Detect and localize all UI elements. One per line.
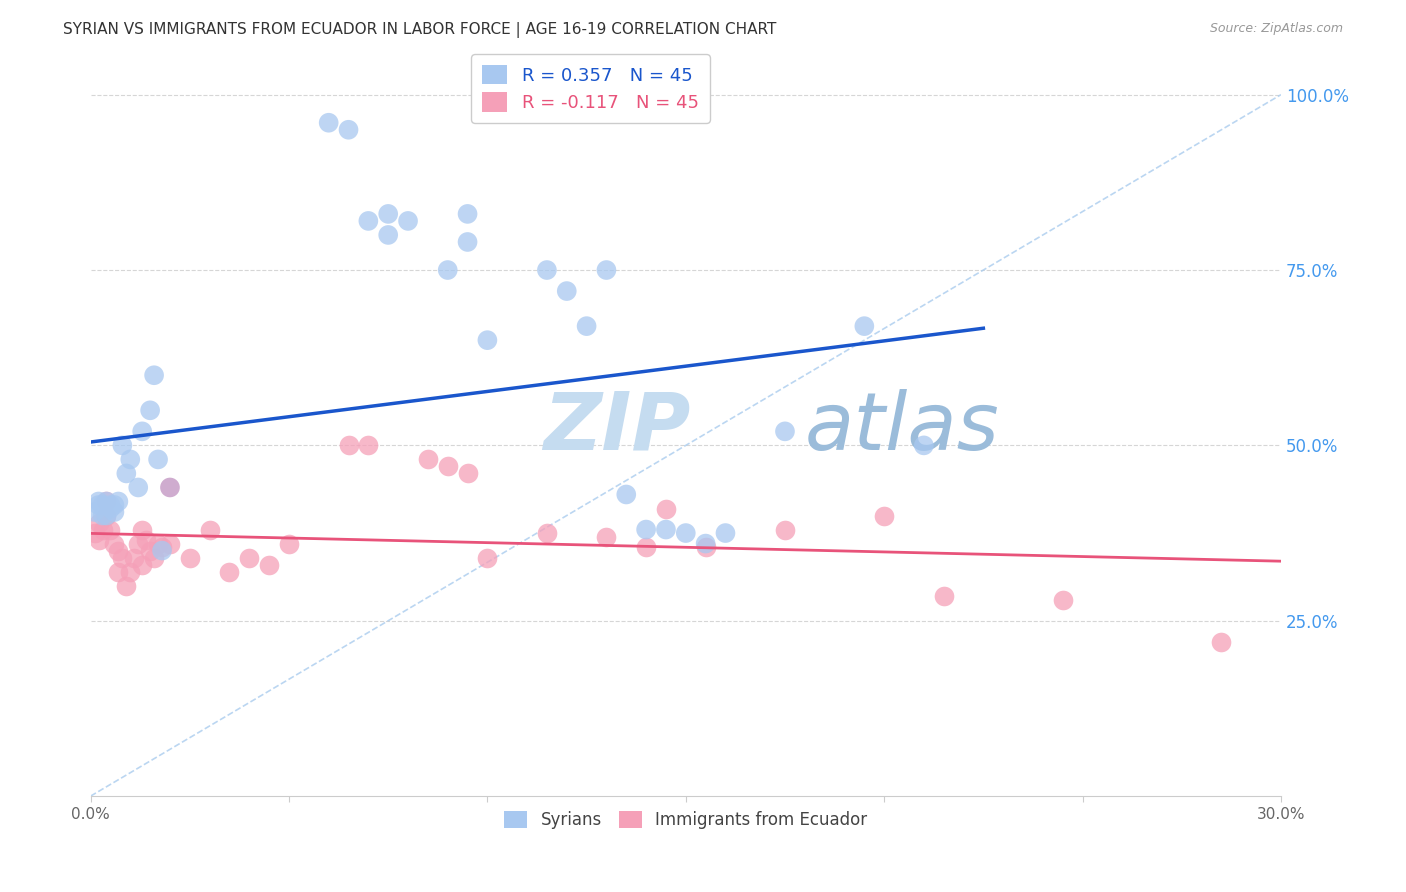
Point	[436, 459, 458, 474]
Point	[87, 498, 110, 512]
Point	[127, 536, 149, 550]
Point	[83, 505, 105, 519]
Point	[159, 480, 181, 494]
Point	[695, 536, 717, 550]
Point	[96, 494, 118, 508]
Point	[457, 467, 479, 481]
Point	[159, 536, 181, 550]
Point	[120, 452, 142, 467]
Point	[457, 207, 479, 221]
Point	[103, 536, 125, 550]
Point	[477, 550, 499, 565]
Point	[91, 498, 114, 512]
Point	[87, 516, 110, 530]
Point	[146, 452, 169, 467]
Point	[873, 508, 896, 523]
Point	[318, 116, 340, 130]
Point	[595, 530, 617, 544]
Point	[127, 480, 149, 494]
Point	[100, 501, 122, 516]
Text: atlas: atlas	[804, 389, 1000, 467]
Point	[614, 487, 637, 501]
Point	[139, 543, 162, 558]
Point	[457, 235, 479, 249]
Point	[143, 550, 166, 565]
Point	[595, 263, 617, 277]
Point	[695, 540, 717, 554]
Point	[87, 533, 110, 547]
Point	[357, 214, 380, 228]
Point	[91, 523, 114, 537]
Point	[100, 498, 122, 512]
Point	[198, 523, 221, 537]
Point	[122, 550, 145, 565]
Point	[115, 467, 138, 481]
Point	[655, 501, 678, 516]
Point	[238, 550, 260, 565]
Text: ZIP: ZIP	[543, 389, 690, 467]
Point	[131, 523, 153, 537]
Point	[87, 494, 110, 508]
Point	[150, 540, 173, 554]
Point	[1211, 634, 1233, 648]
Point	[575, 319, 598, 334]
Point	[773, 523, 796, 537]
Point	[107, 565, 129, 579]
Point	[146, 536, 169, 550]
Point	[773, 425, 796, 439]
Point	[96, 494, 118, 508]
Point	[655, 523, 678, 537]
Point	[218, 565, 240, 579]
Point	[96, 508, 118, 523]
Point	[131, 558, 153, 572]
Point	[107, 543, 129, 558]
Point	[115, 579, 138, 593]
Point	[912, 438, 935, 452]
Point	[139, 403, 162, 417]
Point	[107, 494, 129, 508]
Point	[120, 565, 142, 579]
Point	[932, 589, 955, 603]
Point	[143, 368, 166, 383]
Text: SYRIAN VS IMMIGRANTS FROM ECUADOR IN LABOR FORCE | AGE 16-19 CORRELATION CHART: SYRIAN VS IMMIGRANTS FROM ECUADOR IN LAB…	[63, 22, 776, 38]
Point	[337, 122, 360, 136]
Point	[675, 526, 697, 541]
Point	[131, 425, 153, 439]
Point	[377, 207, 399, 221]
Point	[257, 558, 280, 572]
Point	[150, 543, 173, 558]
Point	[714, 526, 737, 541]
Point	[1052, 592, 1074, 607]
Text: Source: ZipAtlas.com: Source: ZipAtlas.com	[1209, 22, 1343, 36]
Point	[111, 438, 134, 452]
Point	[416, 452, 439, 467]
Legend: Syrians, Immigrants from Ecuador: Syrians, Immigrants from Ecuador	[498, 804, 875, 836]
Point	[111, 550, 134, 565]
Point	[536, 263, 558, 277]
Point	[100, 523, 122, 537]
Point	[536, 526, 558, 541]
Point	[636, 523, 658, 537]
Point	[91, 508, 114, 523]
Point	[357, 438, 380, 452]
Point	[853, 319, 876, 334]
Point	[278, 536, 301, 550]
Point	[135, 533, 157, 547]
Point	[179, 550, 201, 565]
Point	[103, 498, 125, 512]
Point	[103, 505, 125, 519]
Point	[83, 526, 105, 541]
Point	[477, 333, 499, 347]
Point	[96, 508, 118, 523]
Point	[337, 438, 360, 452]
Point	[436, 263, 458, 277]
Point	[396, 214, 419, 228]
Point	[555, 284, 578, 298]
Point	[377, 227, 399, 242]
Point	[636, 540, 658, 554]
